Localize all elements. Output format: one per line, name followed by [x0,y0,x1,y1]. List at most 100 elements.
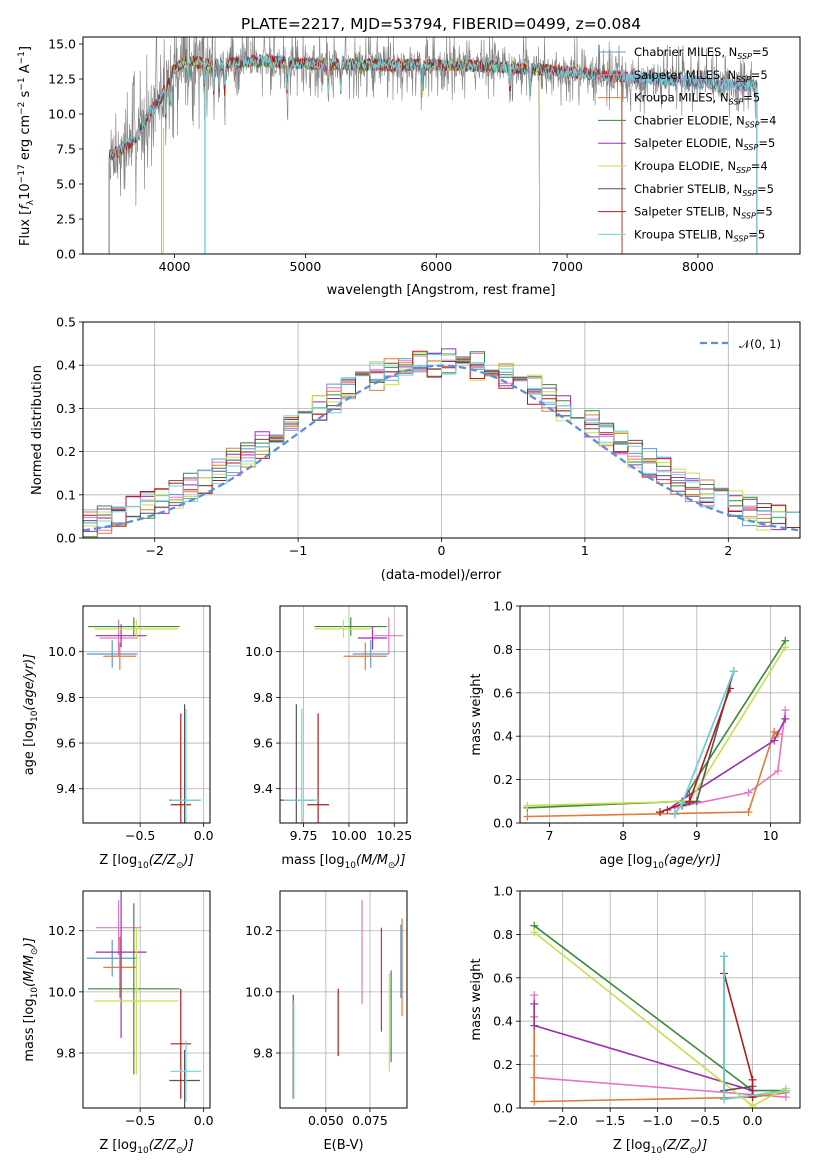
x-tick-label: 7000 [551,259,583,274]
x-tick-label: 0.0 [194,828,214,843]
y-tick-label: 0.6 [493,685,513,700]
y-tick-label: 1.0 [493,884,513,899]
age-vs-mass-panel: 9.75 10.00 10.25 9.4 9.6 9.8 10.0 mass [log10(M… [245,605,412,871]
y-tick-label: 9.6 [253,736,273,751]
weight-line [723,956,753,1092]
y-tick-label: 9.6 [56,736,76,751]
legend-entry: Chabrier STELIB, NSSP=5 [634,182,774,198]
legend-text-part: Chabrier MILES, N [634,45,737,59]
model-spectrum-line [161,55,540,254]
x-tick-label: 0.0 [194,1113,214,1128]
histogram-step [83,350,800,531]
label-part: −1 [17,51,27,64]
y-tick-label: 0.2 [493,1057,513,1072]
x-tick-label: −1.5 [595,1113,625,1128]
label-part: (age/yr)] [22,654,37,711]
x-tick-label: 9.75 [290,828,318,843]
y-tick-label: 0.8 [493,927,513,942]
legend-text-part: SSP [744,143,759,152]
label-part: (Z/Z [149,1138,177,1153]
weight-marker [720,1095,729,1104]
y-tick-label: 12.5 [48,72,76,87]
x-tick-label: 10.00 [331,828,367,843]
label-part: λ [26,199,36,205]
legend-text-part: Kroupa ELODIE, N [634,159,736,173]
weight-line [527,646,786,807]
y-tick-label: 9.8 [56,1045,76,1060]
weight-marker [692,797,701,806]
plot-area [280,617,404,823]
x-axis-label: E(B-V) [323,1138,363,1153]
weight-vs-z-panel: −2.0 −1.5 −1.0 −0.5 0.0 0.0 0.2 0.4 0.6 0.8 1.0 Z [… [469,884,801,1156]
weight-line [666,718,787,811]
y-tick-label: 0.0 [493,816,513,831]
legend-entry: Salpeter MILES, NSSP=5 [634,68,768,84]
grid [280,606,407,823]
y-tick-label: 10.0 [48,984,76,999]
axes-frame [279,890,408,1109]
legend-entry: Kroupa ELODIE, NSSP=4 [634,159,768,175]
weight-marker [670,810,679,819]
x-tick-label: 0.0 [743,1113,763,1128]
y-tick-label: 0.8 [493,642,513,657]
label-part: (M/M [22,955,37,987]
y-tick-label: 0.2 [493,772,513,787]
weight-marker [530,1097,539,1106]
x-axis-label: Z [log10(Z/Z⊙)] [613,1138,707,1156]
normal-curve [83,364,800,532]
y-tick-label: 7.5 [56,142,76,157]
x-axis-label: Z [log10(Z/Z⊙)] [99,1138,193,1156]
grid [83,891,210,1108]
y-axis-label: Flux [fλ10−17 erg cm−2 s−1 A−1] [17,46,36,246]
weight-marker [523,801,532,810]
y-tick-label: 5.0 [56,177,76,192]
weight-marker [781,706,790,715]
label-part: Z [log [99,853,137,868]
weight-marker [530,928,539,937]
weight-marker [530,991,539,1000]
weight-marker [530,1021,539,1030]
x-tick-label: 8000 [682,259,714,274]
label-part: 10 [345,861,357,871]
x-tick-label: −2 [145,543,163,558]
label-part: A [18,64,33,77]
y-axis-label: mass weight [469,673,484,755]
plot-area [86,617,202,823]
legend-entry: Kroupa MILES, NSSP=5 [634,91,760,107]
x-tick-label: 4000 [159,259,191,274]
weight-marker [720,952,729,961]
label-part: 10 [652,861,664,871]
x-tick-label: 9 [693,828,701,843]
legend-text-part: =5 [758,136,775,150]
y-tick-label: 10.2 [245,923,273,938]
legend-text-part: =5 [757,182,774,196]
x-tick-label: −0.5 [125,1113,155,1128]
age-vs-z-panel: −0.5 0.09.49.69.810.0Z [log10(Z/Z⊙)]age [… [22,605,214,871]
histogram-step [83,354,800,530]
label-part: ⊙ [689,1146,697,1156]
x-tick-label: −1.0 [642,1113,672,1128]
axes-frame [82,605,211,824]
legend-text-part: Salpeter MILES, N [634,68,736,82]
weight-marker [744,788,753,797]
spectrum-panel: 4000 5000 6000 7000 8000 0.0 2.5 5.0 7.5 10.0 12.5… [17,36,801,298]
y-tick-label: 0.0 [56,247,76,262]
legend-text-part: SSP [745,120,760,129]
label-part: )] [183,1138,194,1153]
legend-text-part: Chabrier STELIB, N [634,182,742,196]
axes-frame [519,605,801,824]
x-axis-label: Z [log10(Z/Z⊙)] [99,853,193,871]
weight-line [533,1016,786,1103]
weight-marker [530,999,539,1008]
residuals-panel: −2 −1 0 1 2 0.0 0.1 0.2 0.3 0.4 0.5 𝒩(0, 1) (data-mo… [30,315,801,583]
legend-text-part: =5 [748,227,765,241]
y-tick-label: 9.8 [56,690,76,705]
y-tick-label: 0.4 [493,1014,513,1029]
x-tick-label: 6000 [420,259,452,274]
y-tick-label: 0.0 [56,531,76,546]
legend-text-part: SSP [737,52,752,61]
x-tick-label: 0 [438,543,446,558]
legend-text-part: Kroupa STELIB, N [634,227,734,241]
legend-text-part: SSP [736,166,751,175]
